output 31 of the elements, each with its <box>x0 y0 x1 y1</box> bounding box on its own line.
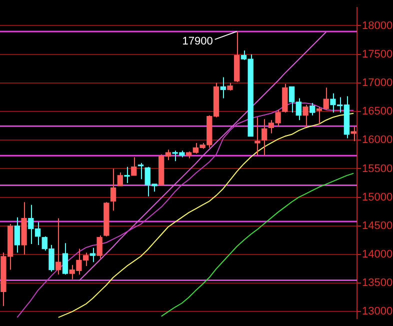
y-tick-label: 15500 <box>362 162 393 175</box>
y-tick-label: 14500 <box>362 220 393 232</box>
candlestick <box>62 242 68 276</box>
candlestick <box>227 82 233 92</box>
candlestick <box>117 172 123 186</box>
candlestick <box>234 30 240 82</box>
y-tick-label: 17000 <box>362 76 393 89</box>
candlestick <box>104 202 110 237</box>
candlestick <box>254 116 260 156</box>
candlestick <box>350 126 356 142</box>
y-tick-label: 13500 <box>362 277 393 290</box>
candlestick <box>21 202 27 256</box>
y-tick-label: 16000 <box>362 134 393 146</box>
candlestick <box>282 83 288 113</box>
y-tick-label: 15000 <box>362 191 393 204</box>
candlestick <box>96 234 102 259</box>
candlestick <box>56 218 62 276</box>
candlestick <box>220 76 226 99</box>
candlestick <box>310 102 316 116</box>
y-tick-label: 17500 <box>362 48 393 60</box>
candlestick <box>90 247 96 263</box>
y-tick-label: 16500 <box>362 106 393 118</box>
candlestick <box>261 118 268 156</box>
y-tick-label: 13000 <box>362 306 393 318</box>
y-tick-label: 18000 <box>362 20 393 32</box>
candlestick <box>302 104 308 128</box>
candlestick <box>110 168 116 212</box>
candlestick <box>131 156 137 176</box>
candlestick <box>14 216 20 254</box>
annotation: 17900 <box>182 35 213 48</box>
y-tick-label: 14000 <box>362 248 393 261</box>
